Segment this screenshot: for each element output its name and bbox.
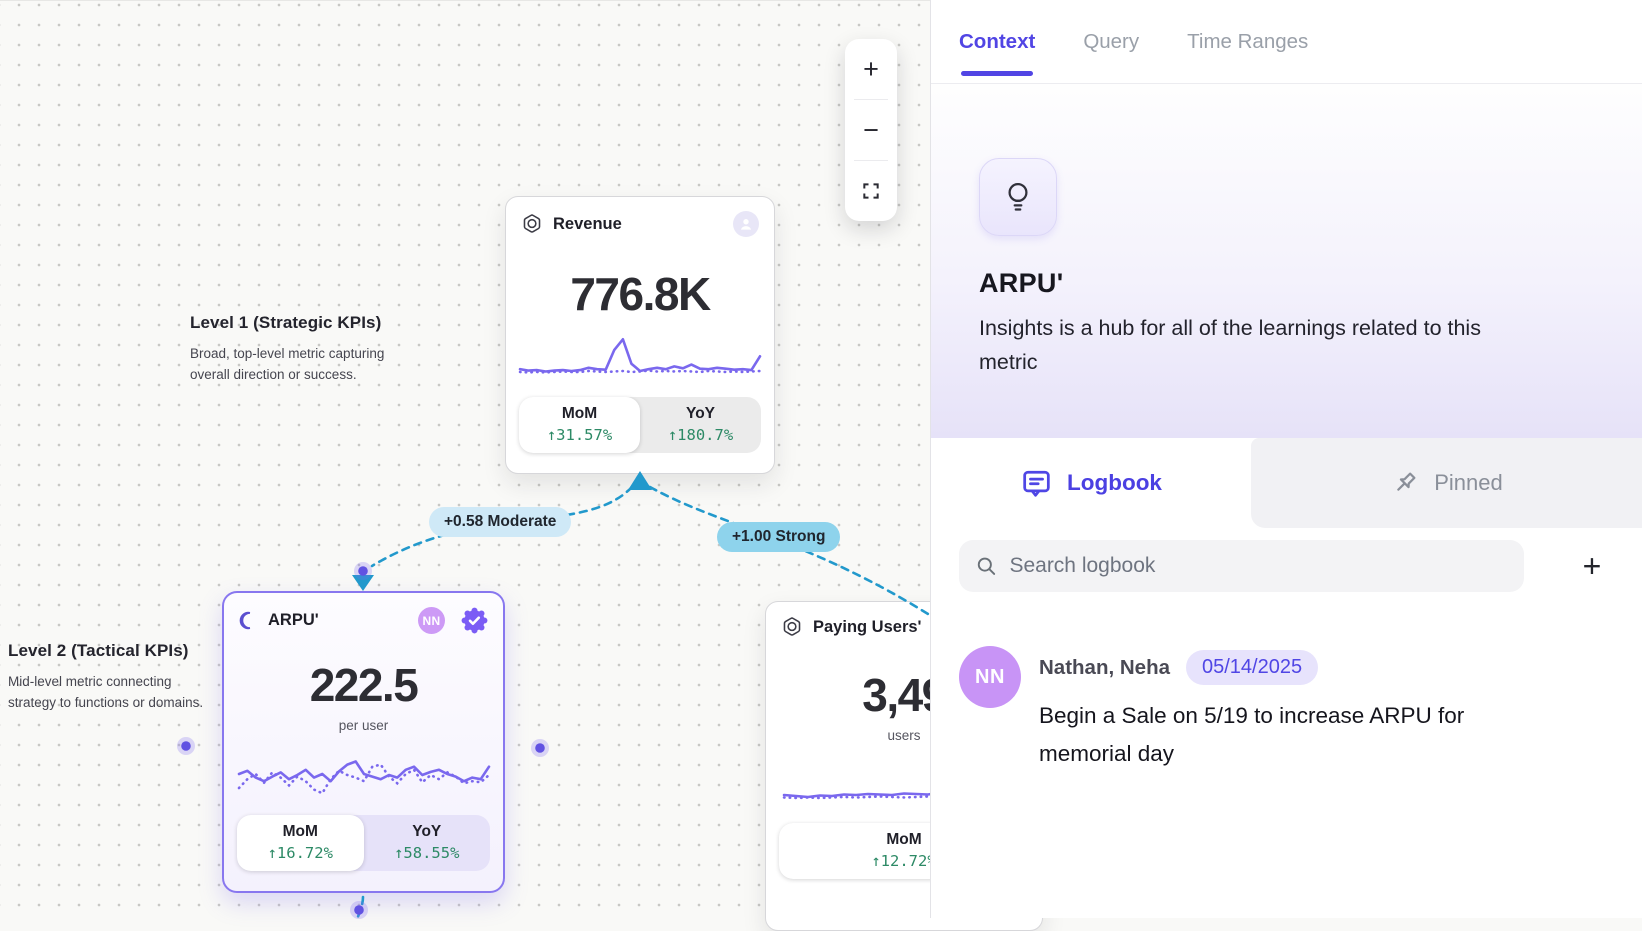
mom-value: ↑31.57%	[546, 426, 613, 444]
yoy-value: ↑180.7%	[667, 426, 734, 444]
search-icon	[977, 557, 996, 575]
edge-revenue-paying	[648, 485, 930, 617]
details-sidebar: Context Query Time Ranges ARPU' Insights…	[930, 0, 1642, 918]
logbook-entry[interactable]: NN Nathan, Neha 05/14/2025 Begin a Sale …	[959, 646, 1614, 773]
connector-handle-bottom[interactable]	[354, 905, 364, 915]
insight-tile	[979, 158, 1057, 236]
tab-context[interactable]: Context	[959, 0, 1035, 83]
entry-date-badge: 05/14/2025	[1186, 650, 1319, 685]
tab-time-ranges-label: Time Ranges	[1187, 29, 1309, 53]
sparkline-chart	[237, 760, 490, 795]
connector-handle-halo	[354, 562, 372, 580]
mom-toggle[interactable]: MoM ↑31.57%	[519, 397, 640, 453]
metric-name-heading: ARPU'	[979, 268, 1064, 298]
tab-context-label: Context	[959, 29, 1036, 53]
metric-unit: users	[887, 728, 921, 743]
fullscreen-icon	[863, 183, 879, 199]
logbook-pinned-tab-bar: Logbook Pinned	[931, 438, 1642, 528]
correlation-badge-moderate: +0.58 Moderate	[429, 507, 572, 537]
collaborator-avatar: NN	[418, 607, 445, 634]
mom-label: MoM	[561, 405, 598, 422]
mom-label: MoM	[282, 823, 318, 840]
divider	[854, 99, 888, 100]
sidebar-tab-bar: Context Query Time Ranges	[931, 0, 1642, 84]
connector-handle-right[interactable]	[535, 743, 545, 753]
moon-icon	[239, 611, 251, 630]
yoy-label: YoY	[412, 823, 442, 840]
entry-text: Begin a Sale on 5/19 to increase ARPU fo…	[1039, 703, 1465, 766]
mom-toggle[interactable]: MoM ↑16.72%	[237, 815, 364, 871]
tab-time-ranges[interactable]: Time Ranges	[1187, 0, 1308, 83]
entry-avatar: NN	[959, 646, 1021, 708]
level1-desc-line2: overall direction or success.	[190, 367, 357, 382]
card-title: ARPU'	[268, 611, 319, 629]
active-tab-indicator	[961, 71, 1034, 76]
fit-view-button[interactable]	[845, 161, 897, 221]
divider	[854, 160, 888, 161]
metric-card-revenue[interactable]: Revenue 776.8K MoM ↑31.57% YoY ↑180.7%	[505, 196, 775, 474]
yoy-value: ↑58.55%	[394, 844, 460, 862]
zoom-controls: + −	[845, 39, 897, 221]
mom-label: MoM	[886, 831, 922, 848]
tab-pinned[interactable]: Pinned	[1250, 438, 1642, 528]
mom-value: ↑16.72%	[267, 844, 333, 862]
logbook-icon	[1023, 470, 1050, 497]
search-box[interactable]	[959, 540, 1524, 592]
logbook-toolbar: +	[959, 540, 1614, 592]
card-title: Paying Users'	[813, 617, 922, 636]
metric-description: Insights is a hub for all of the learnin…	[979, 316, 1481, 374]
tab-query[interactable]: Query	[1083, 0, 1139, 83]
level2-desc-line2: strategy to functions or domains.	[8, 695, 204, 710]
level1-desc-line1: Broad, top-level metric capturing	[190, 346, 385, 361]
connector-handle-halo	[531, 739, 549, 757]
metric-hexagon-icon	[523, 214, 541, 233]
correlation-badge-strong: +1.00 Strong	[717, 522, 841, 552]
level1-title: Level 1 (Strategic KPIs)	[190, 313, 382, 332]
metric-card-arpu[interactable]: ARPU' NN 222.5 per user MoM ↑16.72%	[222, 591, 505, 893]
verified-badge-icon	[461, 607, 488, 634]
connector-handle-halo	[177, 737, 195, 755]
arrowhead-down-icon	[352, 575, 374, 591]
level1-annotation: Level 1 (Strategic KPIs) Broad, top-leve…	[190, 313, 384, 385]
metric-hexagon-icon	[783, 617, 801, 636]
yoy-label: YoY	[686, 405, 715, 422]
edge-arpu-down	[355, 895, 365, 919]
add-log-entry-button[interactable]: +	[1570, 544, 1614, 588]
connector-handle-halo	[350, 901, 368, 919]
tab-query-label: Query	[1083, 29, 1140, 53]
tab-logbook-label: Logbook	[1066, 470, 1162, 495]
card-title: Revenue	[553, 214, 622, 233]
entry-author: Nathan, Neha	[1039, 655, 1170, 679]
zoom-out-button[interactable]: −	[845, 100, 897, 160]
level2-annotation: Level 2 (Tactical KPIs) Mid-level metric…	[8, 641, 203, 713]
metric-value: 222.5	[309, 659, 419, 711]
metric-unit: per user	[338, 718, 389, 733]
level2-desc-line1: Mid-level metric connecting	[8, 674, 172, 689]
tab-pinned-label: Pinned	[1434, 470, 1503, 495]
zoom-in-button[interactable]: +	[845, 39, 897, 99]
owner-avatar-icon	[733, 211, 759, 237]
pin-icon	[1397, 472, 1416, 491]
sparkline-chart	[518, 337, 762, 374]
metric-tree-canvas[interactable]: Level 1 (Strategic KPIs) Broad, top-leve…	[0, 0, 1043, 931]
search-input[interactable]	[1009, 554, 1508, 578]
connector-handle-top[interactable]	[358, 566, 368, 576]
level2-title: Level 2 (Tactical KPIs)	[8, 641, 189, 660]
metric-value: 776.8K	[570, 268, 711, 320]
yoy-toggle[interactable]: YoY ↑180.7%	[640, 397, 761, 453]
tab-logbook[interactable]: Logbook	[931, 438, 1251, 528]
connector-handle-left[interactable]	[181, 741, 191, 751]
mom-value: ↑12.72%	[871, 852, 937, 870]
metric-context-header: ARPU' Insights is a hub for all of the l…	[931, 84, 1642, 438]
lightbulb-icon	[1008, 182, 1028, 211]
yoy-toggle[interactable]: YoY ↑58.55%	[364, 815, 491, 871]
